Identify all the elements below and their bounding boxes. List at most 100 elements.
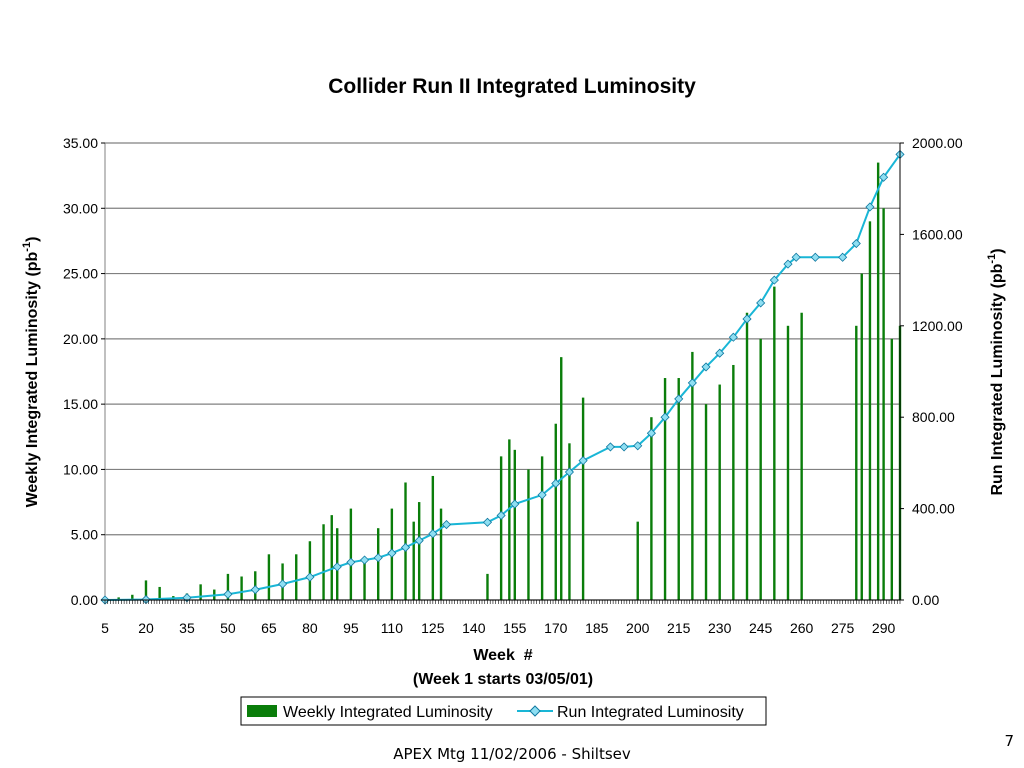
run-line-marker — [791, 252, 801, 262]
weekly-bar — [349, 508, 353, 600]
weekly-bar — [568, 443, 571, 600]
run-line-marker — [578, 456, 588, 466]
weekly-bar — [540, 456, 544, 600]
run-line-marker — [305, 572, 315, 582]
x-axis-label: Week # — [473, 647, 532, 664]
y-left-tick-label: 35.00 — [63, 135, 98, 151]
weekly-bar — [417, 502, 421, 600]
weekly-bar — [439, 508, 443, 600]
weekly-bar — [412, 521, 415, 600]
y-right-tick-label: 1200.00 — [912, 318, 963, 334]
weekly-bar — [800, 312, 803, 600]
weekly-bar — [704, 404, 708, 600]
x-tick-label: 5 — [101, 620, 109, 636]
weekly-bar — [855, 325, 858, 600]
weekly-bar — [677, 378, 680, 600]
y-left-label-close: ) — [24, 237, 41, 242]
y-right-tick-label: 400.00 — [912, 501, 955, 517]
run-line-marker — [687, 378, 697, 388]
y-left-tick-label: 5.00 — [71, 527, 98, 543]
x-tick-label: 20 — [138, 620, 154, 636]
weekly-bar — [376, 528, 380, 600]
weekly-bar — [650, 417, 653, 600]
run-line-series — [100, 149, 905, 605]
legend: Weekly Integrated Luminosity Run Integra… — [240, 696, 767, 726]
weekly-bar — [860, 273, 863, 600]
y-right-tick-label: 1600.00 — [912, 226, 963, 242]
weekly-bar — [636, 521, 639, 600]
x-tick-label: 275 — [831, 620, 855, 636]
weekly-bar — [876, 162, 880, 601]
weekly-bar — [786, 325, 790, 600]
weekly-bar — [330, 515, 333, 600]
run-line-marker — [250, 585, 260, 595]
y-left-tick-label: 30.00 — [63, 200, 98, 216]
weekly-bar — [663, 378, 667, 600]
legend-label-weekly: Weekly Integrated Luminosity — [283, 704, 493, 721]
run-line-marker — [359, 555, 370, 565]
run-line-marker — [537, 490, 547, 500]
x-axis-note: (Week 1 starts 03/05/01) — [413, 671, 593, 688]
y-right-label-close: ) — [989, 248, 1006, 253]
legend-box — [240, 696, 767, 726]
weekly-bar — [882, 208, 885, 601]
y-right-tick-label: 800.00 — [912, 409, 955, 425]
y-right-axis-label: Run Integrated Luminosity (pb-1) — [986, 248, 1006, 495]
run-line-marker — [441, 520, 452, 530]
weekly-bar — [117, 597, 120, 600]
x-tick-label: 125 — [421, 620, 445, 636]
y-left-tick-label: 15.00 — [63, 396, 98, 412]
y-right-tick-label: 0.00 — [912, 592, 939, 608]
run-line-marker — [373, 553, 383, 563]
run-line-marker — [674, 394, 684, 404]
weekly-bar — [759, 338, 762, 600]
x-tick-label: 110 — [381, 620, 404, 636]
x-axis-ticks: 5 20 35 50 65 80 95 110 125 140 155 170 185 200 215 230… — [101, 599, 901, 636]
y-right-axis-ticks: 0.00 400.00 800.00 1200.00 1600.00 2000.00 — [899, 135, 963, 608]
run-line-marker — [769, 275, 779, 285]
x-tick-label: 245 — [749, 620, 773, 636]
x-tick-label: 290 — [872, 620, 896, 636]
weekly-bar — [732, 364, 735, 600]
run-line-marker — [551, 478, 561, 489]
weekly-bar — [404, 482, 407, 600]
weekly-bar — [267, 554, 271, 600]
run-line-marker — [660, 412, 670, 422]
run-line-marker — [783, 259, 793, 269]
run-line-marker — [223, 589, 233, 599]
y-left-tick-label: 10.00 — [63, 461, 98, 477]
weekly-bar — [240, 576, 243, 600]
weekly-bar — [890, 338, 894, 600]
run-line-marker — [633, 441, 643, 451]
x-tick-label: 65 — [261, 620, 277, 636]
run-line-marker — [619, 442, 629, 452]
legend-label-run: Run Integrated Luminosity — [557, 704, 744, 721]
run-line-marker — [400, 542, 411, 553]
run-line-marker — [851, 238, 861, 249]
run-line-marker — [428, 529, 438, 539]
chart-title: Collider Run II Integrated Luminosity — [328, 75, 696, 98]
run-line-marker — [865, 202, 875, 212]
y-right-label-main: Run Integrated Luminosity (pb — [989, 263, 1006, 495]
run-line-marker — [332, 562, 342, 572]
y-right-label-sup: -1 — [986, 254, 998, 264]
run-line-marker — [728, 332, 738, 342]
run-line-marker — [278, 579, 288, 589]
weekly-bar — [295, 554, 298, 600]
weekly-bar — [322, 524, 325, 600]
run-line-marker — [564, 467, 574, 477]
legend-swatch-run-marker — [529, 705, 541, 717]
x-tick-label: 140 — [462, 620, 486, 636]
run-line-marker — [496, 510, 506, 521]
x-tick-label: 260 — [790, 620, 814, 636]
weekly-bar — [144, 580, 148, 600]
weekly-bars-series — [117, 162, 902, 601]
run-line-marker — [756, 298, 766, 308]
y-left-label-main: Weekly Integrated Luminosity (pb — [24, 251, 41, 507]
run-line-marker — [414, 536, 424, 546]
run-line-marker — [346, 557, 356, 567]
x-tick-label: 230 — [708, 620, 732, 636]
weekly-bar — [868, 221, 872, 601]
x-tick-label: 95 — [343, 620, 359, 636]
